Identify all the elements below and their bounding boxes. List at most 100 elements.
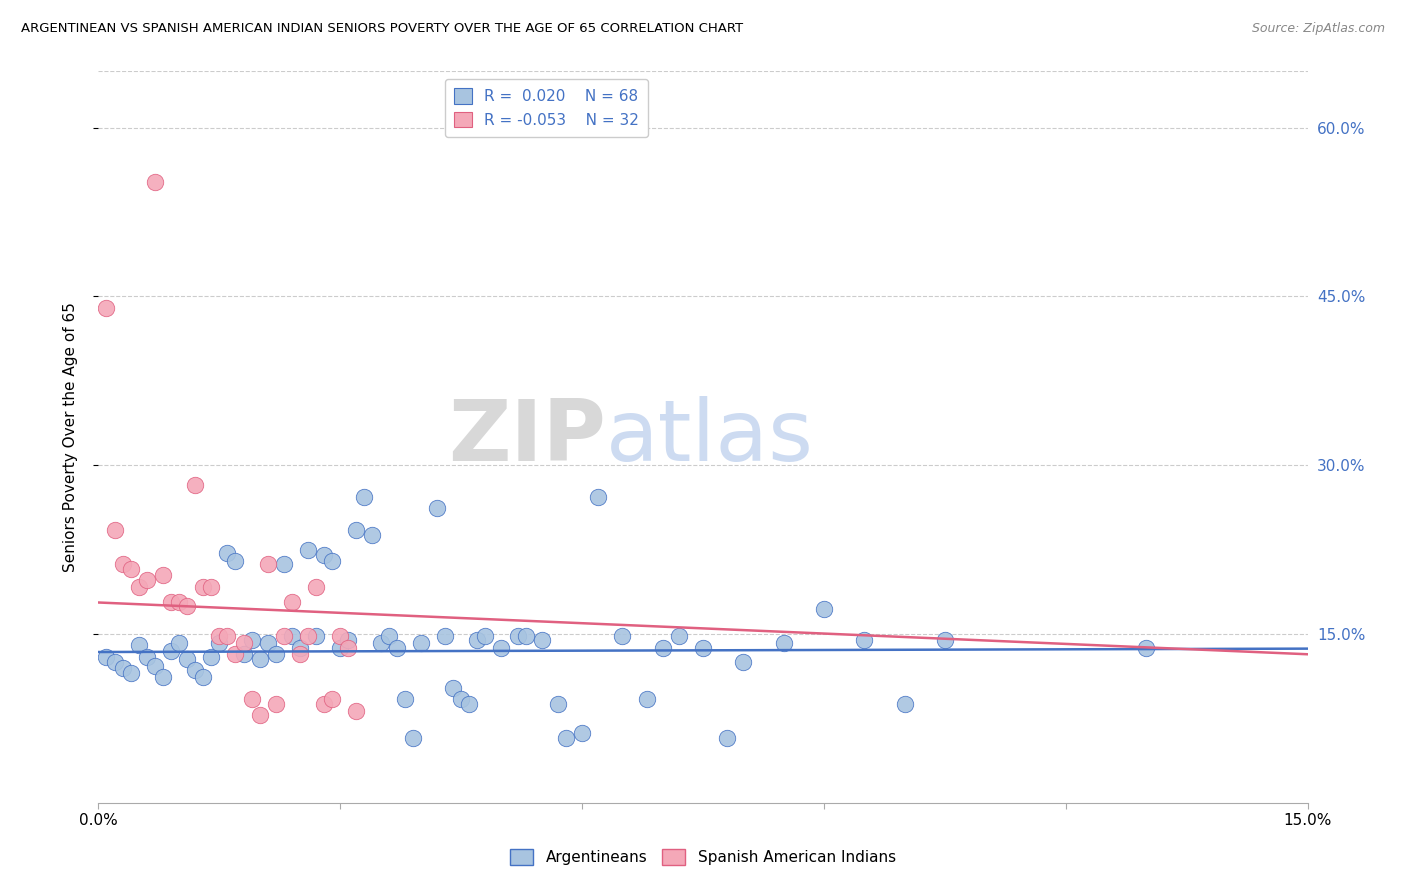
Point (167, 595, 190, 609)
Point (217, 629, 239, 643)
Point (716, 731, 738, 745)
Point (337, 632, 360, 647)
Point (224, 554, 246, 568)
Point (772, 636, 794, 650)
Point (288, 640, 311, 655)
Point (530, 632, 553, 647)
Point (135, 573, 157, 587)
Point (135, 649, 157, 664)
Point (409, 636, 432, 650)
Point (184, 663, 207, 677)
Point (636, 692, 658, 706)
Point (152, 568, 174, 582)
Point (441, 681, 464, 695)
Point (200, 649, 222, 664)
Point (297, 629, 319, 643)
Point (167, 636, 190, 650)
Point (208, 629, 231, 643)
Text: Source: ZipAtlas.com: Source: ZipAtlas.com (1251, 22, 1385, 36)
Text: atlas: atlas (606, 395, 814, 479)
Point (450, 692, 472, 706)
Point (853, 632, 876, 647)
Point (329, 629, 352, 643)
Point (120, 562, 142, 576)
Point (152, 670, 174, 684)
Point (586, 490, 609, 504)
Point (176, 652, 198, 666)
Y-axis label: Seniors Poverty Over the Age of 65: Seniors Poverty Over the Age of 65 (63, 302, 77, 572)
Point (297, 542, 319, 557)
Point (143, 175, 166, 189)
Point (458, 697, 481, 711)
Point (273, 629, 295, 643)
Point (385, 640, 408, 655)
Point (128, 638, 150, 652)
Point (281, 595, 304, 609)
Point (361, 528, 384, 542)
Point (733, 655, 755, 669)
Point (281, 629, 304, 643)
Legend: R =  0.020    N = 68, R = -0.053    N = 32: R = 0.020 N = 68, R = -0.053 N = 32 (444, 79, 648, 137)
Point (232, 636, 254, 650)
Point (515, 629, 537, 643)
Point (288, 647, 311, 661)
Point (555, 731, 578, 745)
Point (217, 546, 239, 560)
Point (321, 554, 343, 568)
Point (111, 558, 134, 572)
Point (249, 652, 271, 666)
Point (813, 602, 835, 616)
Point (224, 647, 246, 661)
Point (193, 580, 215, 594)
Point (240, 692, 263, 706)
Point (547, 697, 569, 711)
Point (240, 632, 263, 647)
Point (370, 636, 392, 650)
Point (249, 708, 271, 723)
Point (934, 632, 956, 647)
Point (305, 580, 328, 594)
Point (96, 649, 118, 664)
Point (465, 632, 488, 647)
Point (314, 697, 336, 711)
Point (668, 629, 690, 643)
Point (103, 524, 125, 538)
Point (256, 558, 278, 572)
Point (256, 636, 278, 650)
Point (1135, 640, 1157, 655)
Point (273, 558, 295, 572)
Point (651, 640, 673, 655)
Point (491, 640, 513, 655)
Point (232, 647, 254, 661)
Point (329, 640, 352, 655)
Point (893, 697, 915, 711)
Point (474, 629, 496, 643)
Legend: Argentineans, Spanish American Indians: Argentineans, Spanish American Indians (505, 843, 901, 871)
Point (426, 500, 449, 515)
Point (344, 524, 367, 538)
Point (193, 670, 215, 684)
Point (111, 661, 134, 675)
Point (264, 697, 287, 711)
Point (208, 636, 231, 650)
Point (120, 666, 142, 681)
Point (184, 478, 207, 492)
Point (96, 301, 118, 315)
Point (377, 629, 399, 643)
Point (200, 580, 222, 594)
Point (394, 692, 416, 706)
Point (344, 704, 367, 718)
Point (506, 629, 529, 643)
Text: ZIP: ZIP (449, 395, 606, 479)
Text: ARGENTINEAN VS SPANISH AMERICAN INDIAN SENIORS POVERTY OVER THE AGE OF 65 CORREL: ARGENTINEAN VS SPANISH AMERICAN INDIAN S… (21, 22, 744, 36)
Point (434, 629, 457, 643)
Point (337, 640, 360, 655)
Point (305, 629, 328, 643)
Point (176, 599, 198, 613)
Point (692, 640, 714, 655)
Point (128, 580, 150, 594)
Point (321, 692, 343, 706)
Point (571, 726, 593, 740)
Point (103, 655, 125, 669)
Point (612, 629, 634, 643)
